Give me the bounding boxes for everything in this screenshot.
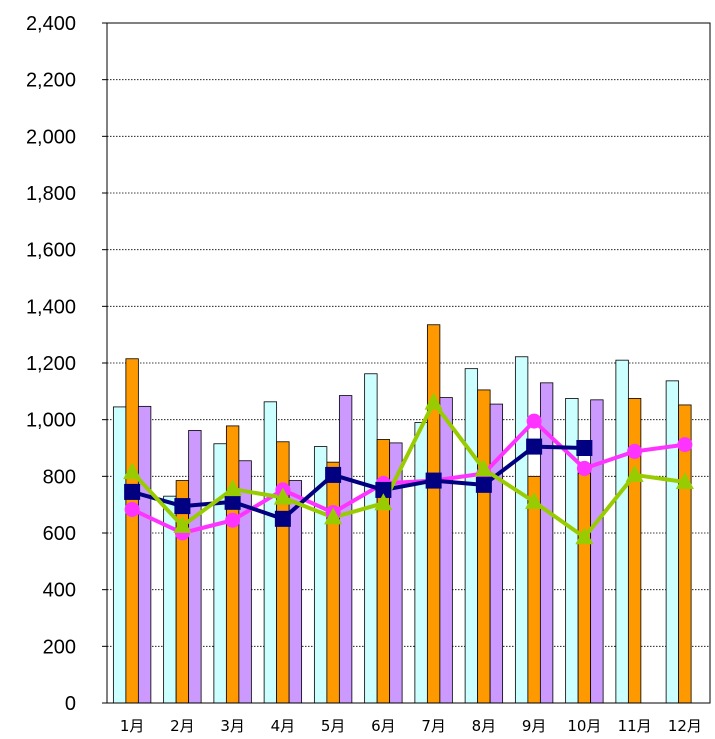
marker-series-2-10 (576, 440, 593, 456)
y-tick-label: 2,400 (26, 13, 76, 35)
bar-series-3-7 (439, 397, 453, 704)
x-tick-label: 7月 (421, 717, 446, 735)
bar-series-3-1 (137, 405, 152, 704)
bar-series-3-2 (188, 430, 202, 704)
marker-series-2-3 (224, 493, 241, 510)
line-series-2 (131, 444, 585, 521)
bar-series-3-3 (238, 460, 252, 704)
marker-series-2-8 (475, 476, 492, 493)
marker-series-1-3 (225, 512, 241, 528)
bar-series-1-4 (263, 401, 278, 704)
marker-series-2-5 (325, 466, 342, 483)
marker-series-1-9 (526, 413, 542, 429)
marker-series-3-8 (474, 459, 493, 477)
y-tick-label: 0 (65, 693, 76, 715)
x-tick-label: 12月 (668, 717, 702, 735)
marker-series-2-7 (425, 472, 442, 489)
y-tick-label: 1,200 (26, 353, 76, 375)
bar-series-2-7 (426, 324, 441, 704)
bar-series-2-9 (527, 475, 541, 704)
marker-series-1-10 (576, 460, 592, 476)
marker-series-2-4 (274, 510, 291, 527)
x-tick-label: 3月 (220, 717, 245, 735)
y-tick-label: 600 (43, 523, 76, 545)
x-tick-label: 6月 (371, 717, 396, 735)
x-tick-label: 1月 (120, 717, 145, 735)
marker-series-3-12 (675, 472, 694, 489)
x-tick-label: 2月 (170, 717, 195, 735)
x-tick-label: 8月 (472, 717, 497, 735)
marker-series-1-12 (677, 437, 693, 453)
bar-series-1-6 (364, 373, 378, 704)
marker-series-3-11 (625, 464, 644, 482)
bar-series-2-4 (276, 441, 290, 704)
y-tick-label: 1,000 (26, 410, 76, 432)
y-tick-label: 400 (43, 580, 76, 602)
y-tick-label: 2,000 (26, 126, 76, 148)
x-axis-ticks: 1月 2月 3月 4月 5月 6月 7月 8月 9月 10月 11月 12月 (120, 717, 702, 735)
bar-series-1-3 (213, 443, 227, 704)
bar-series-1-8 (464, 368, 479, 704)
marker-series-2-9 (526, 438, 543, 455)
y-tick-label: 1,800 (26, 183, 76, 205)
bar-series-1-7 (414, 422, 428, 704)
marker-series-3-7 (424, 392, 443, 410)
bar-series-2-1 (125, 358, 139, 704)
marker-series-3-9 (525, 491, 544, 509)
marker-series-3-1 (123, 462, 142, 480)
marker-series-1-11 (627, 443, 643, 459)
x-tick-label: 9月 (522, 717, 547, 735)
marker-series-2-1 (124, 483, 141, 500)
marker-series-3-4 (273, 487, 292, 505)
bar-series-3-10 (590, 399, 604, 704)
marker-series-3-10 (575, 527, 594, 545)
bar-series-1-1 (112, 406, 127, 704)
x-tick-label: 5月 (321, 717, 346, 735)
y-tick-label: 1,600 (26, 240, 76, 262)
x-tick-label: 10月 (567, 717, 601, 735)
y-tick-label: 800 (43, 466, 76, 488)
x-tick-label: 4月 (271, 717, 296, 735)
bar-series-3-5 (338, 395, 353, 704)
x-tick-label: 11月 (618, 717, 652, 735)
marker-series-3-2 (173, 515, 192, 533)
markers (123, 392, 694, 545)
marker-series-2-2 (174, 498, 191, 515)
bar-series-3-8 (489, 403, 504, 704)
bar-series-1-11 (615, 359, 629, 704)
marker-series-3-6 (374, 493, 393, 511)
marker-series-2-6 (375, 481, 392, 498)
marker-series-3-3 (223, 479, 242, 497)
y-tick-label: 2,200 (26, 70, 76, 92)
bar-series-2-10 (577, 473, 592, 704)
y-axis-ticks: 0 200 400 600 800 1,000 1,200 1,400 1,600 1,800 2,… (26, 13, 107, 715)
line-series-1 (131, 419, 686, 535)
marker-series-1-1 (124, 501, 140, 517)
bar-series-1-10 (565, 398, 579, 704)
y-tick-label: 1,400 (26, 296, 76, 318)
marker-series-3-5 (324, 507, 343, 525)
bar-series-2-5 (326, 461, 340, 704)
bar-series-2-3 (225, 425, 240, 704)
bar-series-1-12 (665, 380, 680, 704)
bar-series-1-9 (514, 356, 529, 704)
y-tick-label: 200 (43, 636, 76, 658)
bar-series-2-8 (477, 389, 491, 704)
